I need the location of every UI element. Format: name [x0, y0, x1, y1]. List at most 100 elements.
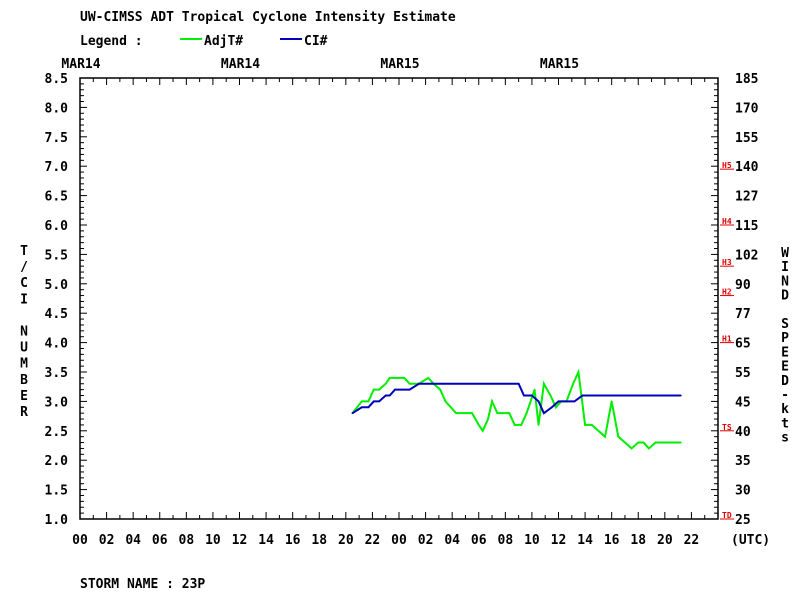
series-ci-point [403, 388, 406, 391]
series-ci-point [394, 388, 396, 391]
x-tick-label: 14 [258, 533, 274, 548]
x-tick-label: 06 [152, 533, 168, 548]
series-adjt-point [604, 435, 606, 438]
y-tick-label-right: 55 [735, 366, 751, 381]
series-ci-point [398, 388, 400, 391]
legend-label: Legend : [80, 34, 143, 49]
x-unit-label: (UTC) [731, 533, 770, 548]
series-adjt-point [647, 447, 650, 450]
series-ci-point [360, 406, 363, 409]
series-ci-point [437, 382, 440, 385]
series-ci-point [408, 388, 411, 391]
series-ci-point [581, 394, 584, 397]
series-adjt-point [487, 418, 489, 420]
x-tick-label: 02 [99, 533, 115, 548]
series-adjt-point [444, 400, 447, 403]
x-tick-label: 04 [125, 533, 141, 548]
legend-entry-adjt: AdjT# [204, 34, 243, 49]
series-ci-point [663, 394, 666, 397]
series-adjt-point [481, 429, 484, 432]
series-adjt-point [496, 412, 499, 415]
scale-marker-label: TD [722, 511, 732, 520]
series-adjt-point [384, 382, 387, 385]
y-tick-label-right: 35 [735, 454, 751, 469]
series-adjt-point [398, 376, 400, 379]
x-tick-label: 10 [205, 533, 221, 548]
x-tick-label: 02 [418, 533, 434, 548]
y-tick-label-right: 155 [735, 131, 758, 146]
series-adjt-point [663, 441, 666, 444]
x-tick-label: 18 [311, 533, 327, 548]
series-adjt-point [455, 412, 458, 415]
series-layer [351, 368, 682, 450]
series-ci-point [679, 394, 682, 397]
series-adjt-point [525, 412, 528, 415]
chart-title: UW-CIMSS ADT Tropical Cyclone Intensity … [80, 10, 456, 25]
axis-ticks [79, 77, 719, 520]
date-label: MAR15 [380, 57, 419, 72]
series-ci-point [372, 400, 375, 403]
series-ci-line [351, 382, 681, 415]
series-adjt-point [394, 376, 396, 379]
series-adjt-point [513, 424, 516, 426]
series-ci-point [610, 394, 613, 397]
series-ci-point [427, 382, 430, 385]
series-adjt-point [610, 400, 613, 403]
series-adjt-point [577, 371, 580, 373]
x-tick-label: 00 [391, 533, 407, 548]
series-ci-point [531, 394, 533, 397]
series-adjt-point [461, 412, 464, 415]
x-tick-label: 12 [551, 533, 567, 548]
series-adjt-point [360, 400, 363, 403]
series-adjt-point [372, 388, 375, 391]
series-ci-point [504, 382, 507, 385]
y-tick-label-right: 45 [735, 395, 751, 410]
y-tick-label-left: 4.0 [45, 337, 69, 352]
y-tick-label-right: 30 [735, 484, 751, 499]
series-adjt-point [403, 376, 406, 379]
y-tick-label-right: 65 [735, 337, 751, 352]
series-ci-point [517, 382, 520, 385]
storm-name: STORM NAME : 23P [80, 577, 205, 592]
series-adjt-point [477, 424, 480, 426]
y-right-tick-labels: 25 30 35 40 45 55 65 77 90 102 115 127 140 155 170 185 [735, 72, 759, 528]
series-ci-point [388, 394, 391, 397]
series-adjt-point [554, 406, 557, 409]
x-tick-label: 16 [285, 533, 301, 548]
scale-marker-label: H1 [722, 335, 732, 344]
series-ci-point [464, 382, 467, 385]
scale-marker-label: H5 [722, 161, 732, 170]
series-adjt-point [659, 441, 662, 444]
scale-marker-label: H2 [722, 288, 732, 297]
x-tick-label: 00 [72, 533, 88, 548]
y-tick-label-right: 77 [735, 307, 751, 322]
x-tick-label: 06 [471, 533, 487, 548]
y-tick-label-left: 8.5 [45, 72, 68, 87]
series-adjt-point [624, 441, 626, 444]
y-tick-label-left: 7.0 [45, 160, 69, 175]
series-adjt-point [630, 447, 633, 450]
x-tick-labels: 00 02 04 06 08 10 12 14 16 18 20 22 00 02 04 06 08 10 12 14… [72, 533, 699, 548]
series-adjt-point [501, 412, 504, 415]
y-tick-label-right: 127 [735, 190, 758, 205]
x-tick-label: 14 [577, 533, 593, 548]
series-ci-point [637, 394, 640, 397]
x-tick-label: 08 [179, 533, 195, 548]
x-tick-label: 20 [338, 533, 354, 548]
series-adjt-point [471, 412, 474, 415]
plot-frame [79, 77, 719, 520]
legend-entry-ci: CI# [304, 34, 328, 49]
series-adjt-point [642, 441, 645, 444]
series-adjt-point [679, 441, 682, 444]
y-tick-label-right: 90 [735, 278, 751, 293]
series-ci-point [650, 394, 653, 397]
series-ci-point [542, 412, 545, 415]
x-tick-label: 18 [630, 533, 646, 548]
series-adjt-point [670, 441, 673, 444]
y-tick-label-left: 4.5 [45, 307, 68, 322]
series-ci-point [491, 382, 493, 385]
x-tick-label: 08 [498, 533, 514, 548]
